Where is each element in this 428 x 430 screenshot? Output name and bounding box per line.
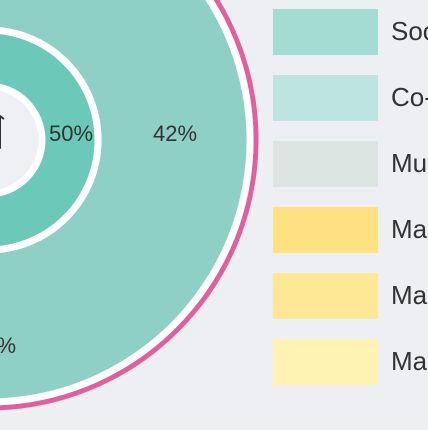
legend-swatch-2 — [273, 141, 378, 187]
legend-label-4: Ma — [391, 280, 428, 310]
legend-label-1: Co- — [391, 82, 428, 112]
data-label-inner-50: 50% — [49, 121, 93, 146]
slice-labels: 50% 42% % — [0, 121, 197, 358]
pie-slices — [0, 0, 259, 411]
legend-label-3: Ma — [391, 214, 428, 244]
legend-swatch-3 — [273, 207, 378, 253]
legend-swatch-5 — [273, 339, 378, 385]
pie-center — [0, 91, 38, 189]
data-label-outer-42: 42% — [153, 121, 197, 146]
legend: Soc Co- Mu Ma Ma Ma — [273, 9, 428, 385]
center-disc — [0, 91, 38, 189]
legend-label-0: Soc — [391, 16, 428, 46]
house-icon — [0, 115, 5, 149]
legend-label-5: Ma — [391, 346, 428, 376]
data-label-outer-partial: % — [0, 333, 16, 358]
legend-swatch-0 — [273, 9, 378, 55]
legend-swatch-1 — [273, 75, 378, 121]
outer-border-ring — [0, 0, 259, 411]
legend-swatch-4 — [273, 273, 378, 319]
inner-slice-0 — [0, 27, 102, 253]
legend-label-2: Mu — [391, 148, 427, 178]
